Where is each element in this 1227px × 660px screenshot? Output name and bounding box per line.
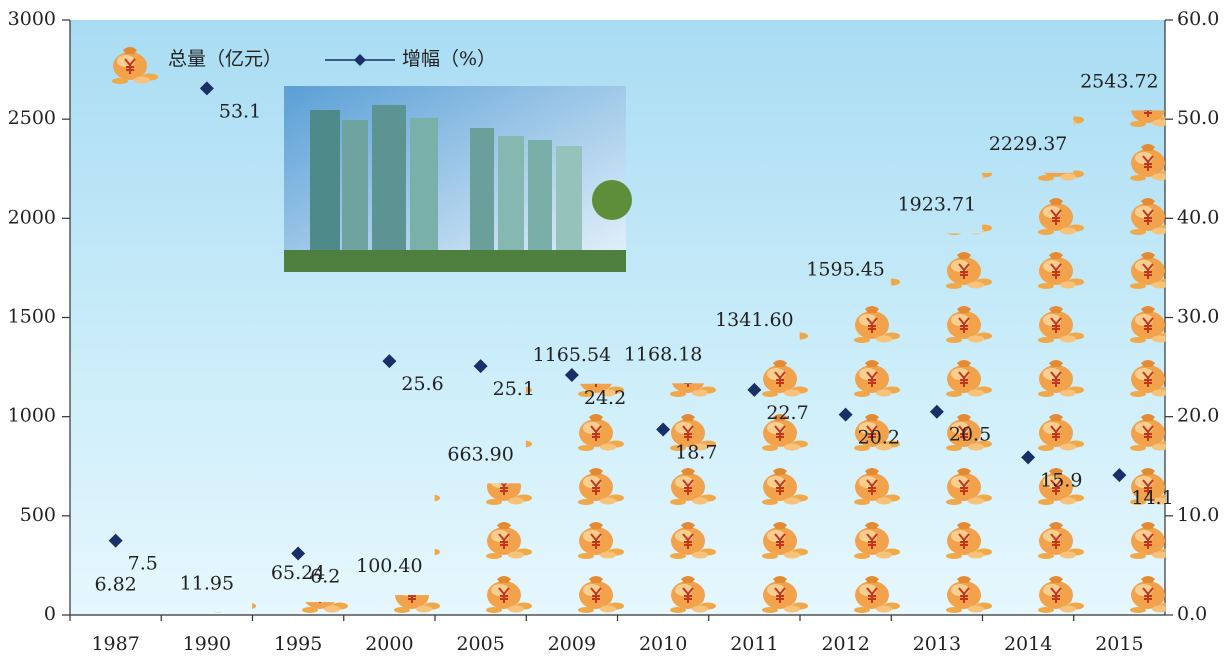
pictorial-bar: [69, 613, 162, 615]
x-tick-label: 2009: [548, 633, 596, 655]
pictorial-bar: [982, 172, 1075, 615]
x-tick-label: 2010: [639, 633, 687, 655]
bar-value-label: 100.40: [356, 555, 422, 577]
x-tick-label: 2005: [456, 633, 504, 655]
y-tick-label: 1000: [8, 405, 56, 427]
bar-value-label: 11.95: [180, 573, 234, 595]
bar-value-label: 2229.37: [989, 133, 1068, 155]
legend-label: 总量（亿元）: [168, 48, 282, 70]
y-tick-label: 500: [20, 504, 56, 526]
pictorial-bar: [617, 383, 710, 615]
line-marker: [291, 546, 306, 561]
line-marker: [382, 354, 397, 369]
bar-value-label: 2543.72: [1080, 70, 1159, 92]
pictorial-bar: [799, 298, 892, 615]
line-value-label: 6.2: [310, 566, 340, 588]
line-value-label: 20.2: [858, 427, 900, 449]
x-tick-label: 2011: [730, 633, 778, 655]
bar-value-label: 6.82: [94, 574, 136, 596]
legend-label: 增幅（%）: [402, 48, 496, 70]
bar-value-label: 1165.54: [533, 344, 612, 366]
bar-value-label: 1341.60: [715, 309, 794, 331]
x-tick-label: 2000: [365, 633, 413, 655]
line-value-label: 53.1: [219, 100, 261, 122]
line-value-label: 25.1: [493, 378, 535, 400]
line-value-label: 24.2: [584, 387, 626, 409]
pictorial-bar: [160, 612, 253, 615]
x-tick-label: 2013: [913, 633, 961, 655]
line-marker: [656, 422, 671, 437]
bar-value-label: 65.24: [271, 562, 325, 584]
line-marker: [929, 404, 944, 419]
y2-tick-label: 0.0: [1177, 603, 1207, 625]
x-tick-label: 2014: [1004, 633, 1052, 655]
y-tick-label: 1500: [8, 306, 56, 328]
line-marker: [199, 81, 214, 96]
y2-tick-label: 30.0: [1177, 306, 1219, 328]
line-value-label: 14.1: [1131, 487, 1173, 509]
bar-value-label: 663.90: [447, 443, 513, 465]
y2-tick-label: 20.0: [1177, 405, 1219, 427]
line-marker: [838, 407, 853, 422]
line-marker: [473, 359, 488, 374]
line-value-label: 7.5: [128, 553, 158, 575]
pictorial-bar: [1073, 110, 1166, 615]
x-tick-label: 2015: [1095, 633, 1143, 655]
pictorial-bar: [890, 233, 983, 616]
line-value-label: 18.7: [675, 442, 717, 464]
line-value-label: 20.5: [949, 424, 991, 446]
y-tick-label: 0: [44, 603, 56, 625]
y-tick-label: 2000: [8, 206, 56, 228]
x-tick-label: 1990: [183, 633, 231, 655]
line-marker: [564, 368, 579, 383]
pictorial-bar: [525, 383, 618, 615]
line-value-label: 22.7: [766, 402, 808, 424]
y2-tick-label: 40.0: [1177, 206, 1219, 228]
pictorial-bar: [434, 483, 527, 615]
line-value-label: 25.6: [401, 373, 443, 395]
line-marker: [747, 382, 762, 397]
line-marker: [1112, 468, 1127, 483]
line-marker: [1021, 450, 1036, 465]
pictorial-bar: [343, 595, 436, 615]
x-tick-label: 2012: [821, 633, 869, 655]
legend-marker: [354, 54, 366, 66]
y2-tick-label: 10.0: [1177, 504, 1219, 526]
y2-tick-label: 50.0: [1177, 107, 1219, 129]
x-tick-label: 1995: [274, 633, 322, 655]
x-tick-label: 1987: [91, 633, 139, 655]
photo: [284, 86, 632, 272]
y-tick-label: 3000: [8, 8, 56, 30]
legend: 总量（亿元） 增幅（%）: [111, 46, 496, 85]
bar-value-label: 1168.18: [624, 343, 703, 365]
y-tick-label: 2500: [8, 107, 56, 129]
y2-tick-label: 60.0: [1177, 8, 1219, 30]
pictorial-bar: [252, 602, 345, 615]
bar-value-label: 1595.45: [806, 259, 885, 281]
line-value-label: 15.9: [1040, 469, 1082, 491]
bar-value-label: 1923.71: [898, 193, 977, 215]
line-marker: [108, 533, 123, 548]
